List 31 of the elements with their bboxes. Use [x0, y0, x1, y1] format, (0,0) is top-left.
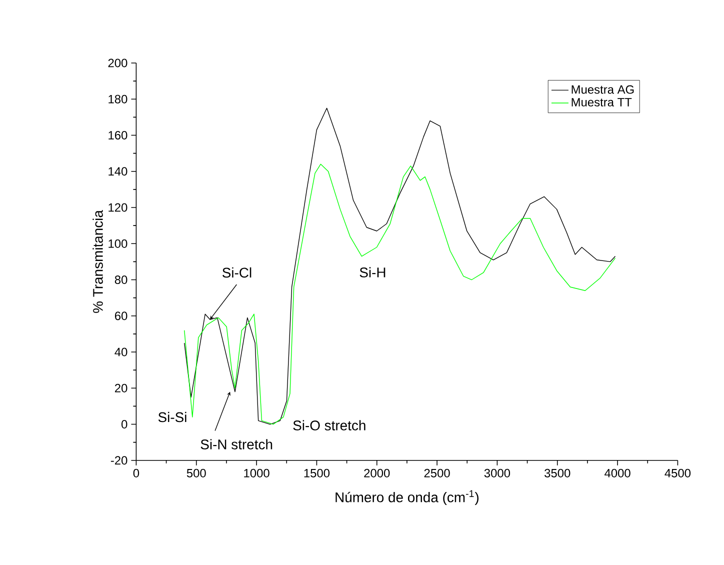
x-tick-label: 1500 [304, 468, 330, 478]
y-tick-label: 60 [114, 312, 128, 320]
y-tick-label: 40 [114, 348, 128, 356]
x-tick-label: 4500 [664, 468, 691, 478]
x-tick-label: 500 [186, 468, 206, 478]
x-tick-label: 0 [133, 468, 140, 478]
x-tick-label: 3500 [544, 468, 570, 478]
y-tick-label: 0 [122, 420, 128, 428]
y-tick-label: 200 [108, 58, 128, 68]
x-axis-title: Número de onda (cm$^{-1}$) [336, 490, 479, 506]
legend-label: Muestra AG [572, 85, 634, 94]
y-tick-label: 180 [108, 94, 128, 104]
y-axis-title: % Transmitancia [92, 210, 103, 313]
x-tick-label: 2000 [364, 468, 390, 478]
x-tick-label: 4000 [604, 468, 630, 478]
x-tick-label: 1000 [244, 468, 270, 478]
x-tick-label: 2500 [424, 468, 450, 478]
y-tick-label: 80 [114, 276, 128, 284]
y-tick-label: 100 [108, 239, 128, 248]
annotation: Si-Cl [222, 267, 252, 278]
y-tick-label: -20 [110, 456, 128, 465]
annotation: Si-H [360, 267, 386, 278]
y-tick-label: 120 [108, 203, 128, 212]
y-tick-label: 160 [108, 131, 128, 140]
annotation: Si-O stretch [293, 420, 366, 430]
annotation: Si-N stretch [200, 439, 272, 450]
annotation: Si-Si [158, 412, 186, 422]
x-tick-label: 3000 [484, 468, 510, 478]
y-tick-label: 140 [108, 167, 128, 176]
y-tick-label: 20 [114, 384, 128, 392]
legend-label: Muestra TT [572, 98, 632, 106]
